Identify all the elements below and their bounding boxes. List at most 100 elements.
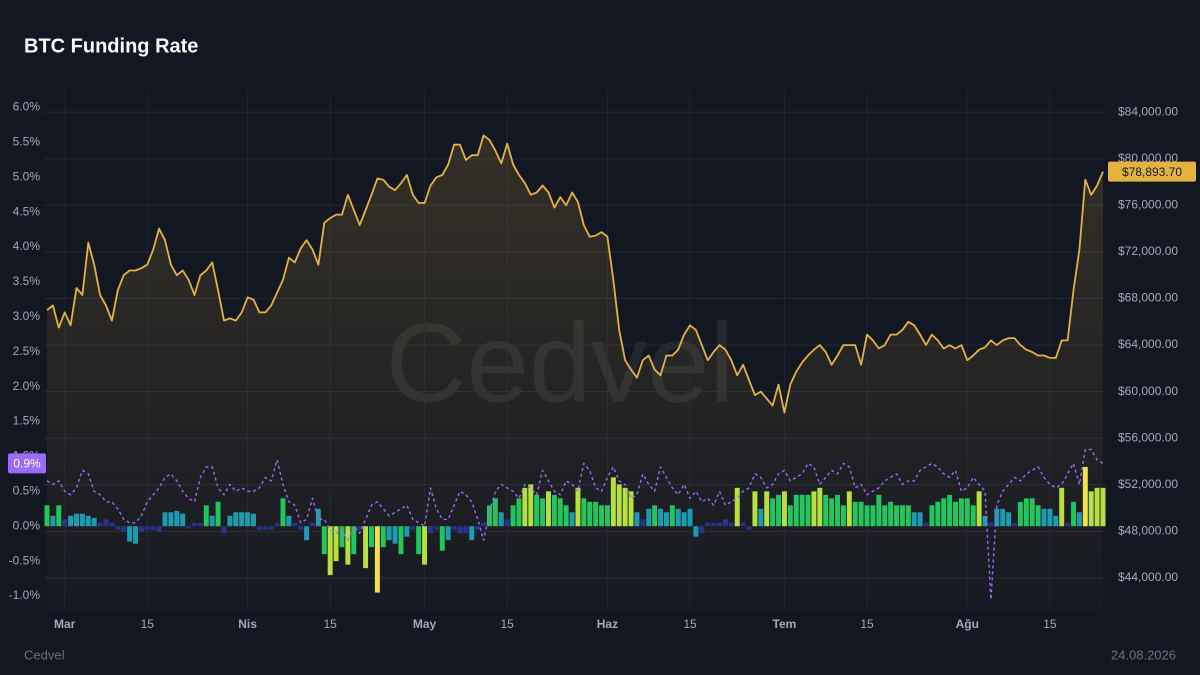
funding-bar	[587, 501, 593, 527]
funding-bar	[56, 505, 62, 527]
funding-bar	[905, 505, 911, 527]
x-tick-label: Mar	[54, 617, 76, 631]
funding-bar	[286, 515, 292, 527]
funding-bar	[793, 494, 799, 527]
x-tick-label: 15	[141, 617, 155, 631]
funding-bar	[1029, 498, 1035, 527]
funding-bar	[870, 505, 876, 527]
funding-bar	[911, 512, 917, 527]
funding-bar	[652, 505, 658, 527]
funding-bar	[557, 498, 563, 527]
funding-bar	[457, 526, 463, 534]
funding-bar	[251, 513, 256, 527]
funding-bar	[162, 512, 168, 527]
y2-tick-label: $52,000.00	[1118, 477, 1178, 491]
funding-bar	[262, 526, 268, 530]
funding-bar	[1047, 508, 1053, 527]
funding-bar	[829, 498, 835, 527]
funding-bar	[616, 484, 622, 527]
funding-bar	[133, 526, 138, 544]
funding-bar	[1100, 487, 1106, 527]
funding-bar	[292, 522, 298, 527]
funding-bar	[941, 498, 947, 527]
funding-bar	[534, 494, 540, 527]
x-tick-label: Haz	[597, 617, 618, 631]
funding-bar	[1000, 508, 1006, 527]
y2-tick-label: $48,000.00	[1118, 524, 1178, 538]
funding-bar	[239, 512, 245, 527]
funding-bar	[121, 526, 127, 532]
funding-bar	[463, 526, 469, 534]
last-price-label: $78,893.70	[1122, 165, 1182, 179]
funding-bar	[953, 501, 958, 527]
funding-bar	[274, 522, 280, 527]
funding-bar	[693, 526, 699, 537]
x-tick-label: 15	[323, 617, 337, 631]
funding-bar	[964, 498, 970, 527]
funding-bar	[256, 526, 262, 530]
funding-bar	[805, 494, 811, 527]
funding-bar	[516, 498, 522, 527]
funding-bar	[1059, 487, 1065, 527]
funding-bar	[917, 512, 923, 527]
funding-bar	[68, 515, 74, 527]
funding-bar	[410, 526, 416, 530]
funding-bar	[1094, 487, 1100, 527]
funding-bar	[888, 501, 894, 527]
funding-bar	[197, 522, 203, 527]
funding-bar	[215, 501, 221, 527]
funding-bar	[658, 508, 664, 527]
funding-bar	[333, 526, 339, 562]
funding-bar	[711, 522, 717, 527]
funding-bar	[646, 508, 652, 527]
funding-bar	[439, 526, 445, 551]
funding-bar	[840, 505, 846, 527]
y2-tick-label: $56,000.00	[1118, 430, 1178, 444]
funding-bar	[663, 512, 669, 527]
funding-bar	[681, 512, 687, 527]
funding-bar	[758, 508, 764, 527]
funding-bar	[74, 513, 79, 527]
y-tick-label: -1.0%	[9, 588, 41, 602]
funding-bar	[947, 494, 953, 527]
funding-bar	[811, 491, 817, 527]
funding-bar	[510, 505, 516, 527]
funding-bar	[817, 487, 823, 527]
funding-bar	[522, 487, 528, 527]
x-tick-label: May	[413, 617, 437, 631]
funding-bar	[599, 505, 605, 527]
funding-bar	[628, 491, 634, 527]
price-line	[46, 134, 1104, 414]
funding-bar	[227, 515, 233, 527]
funding-bar	[1065, 522, 1071, 527]
funding-bar	[976, 491, 982, 527]
price-area	[47, 135, 1103, 610]
y-tick-label: 3.5%	[13, 274, 41, 288]
funding-bar	[982, 515, 988, 527]
y-tick-label: 1.5%	[13, 414, 41, 428]
funding-bar	[79, 513, 85, 527]
funding-bar	[339, 526, 345, 548]
funding-bar	[127, 526, 133, 542]
funding-bar	[799, 494, 805, 527]
y-tick-label: 5.0%	[13, 169, 41, 183]
funding-bar	[545, 491, 551, 527]
funding-bar	[357, 526, 363, 530]
funding-bar	[722, 519, 728, 527]
funding-bar	[321, 526, 327, 555]
funding-bar	[699, 526, 705, 534]
x-tick-label: Nis	[238, 617, 257, 631]
y2-tick-label: $76,000.00	[1118, 197, 1178, 211]
y-tick-label: 0.0%	[13, 518, 41, 532]
funding-bar	[929, 505, 935, 527]
y2-tick-label: $84,000.00	[1118, 104, 1178, 118]
funding-bar	[156, 526, 162, 532]
funding-bar	[864, 505, 870, 527]
funding-bar	[1035, 505, 1041, 527]
last-value-label: 0.9%	[13, 457, 41, 471]
footer-date: 24.08.2026	[1111, 647, 1176, 662]
funding-bar	[1012, 522, 1017, 527]
funding-bar	[481, 522, 487, 527]
y-tick-label: 0.5%	[13, 484, 41, 498]
